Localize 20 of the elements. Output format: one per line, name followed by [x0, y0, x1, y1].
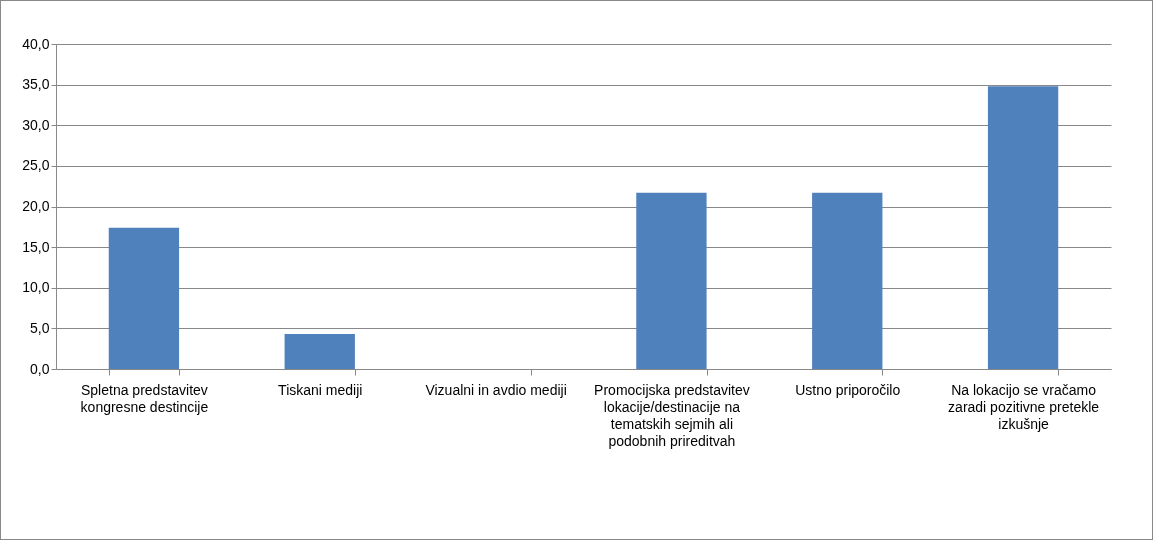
- y-tick-label: 10,0: [22, 279, 50, 296]
- bar: [284, 334, 355, 369]
- bar: [812, 192, 883, 369]
- y-tick-label: 35,0: [22, 76, 50, 93]
- x-tick-label: Spletna predstavitev kongresne destincije: [80, 381, 209, 415]
- x-tick-label: Promocijska predstavitev lokacije/destinacije na tematskih sejmih ali podobnih prireditvah: [594, 381, 750, 449]
- bar: [987, 86, 1059, 369]
- bar: [108, 227, 180, 369]
- y-tick-label: 20,0: [22, 198, 50, 214]
- y-tick-label: 0,0: [30, 360, 50, 377]
- x-tick-label: Vizualni in avdio mediji: [425, 381, 567, 398]
- bar: [636, 192, 707, 369]
- x-tick-label: Na lokacijo se vračamo zaradi pozitivne pretekle izkušnje: [948, 381, 1100, 432]
- x-tick-label: Tiskani mediji: [278, 381, 363, 398]
- y-tick-label: 5,0: [30, 319, 50, 336]
- y-tick-label: 25,0: [22, 157, 50, 174]
- y-tick-label: 40,0: [22, 35, 50, 52]
- y-tick-label: 15,0: [22, 238, 50, 255]
- y-tick-label: 30,0: [22, 116, 50, 133]
- x-tick-label: Ustno priporočilo: [795, 381, 901, 398]
